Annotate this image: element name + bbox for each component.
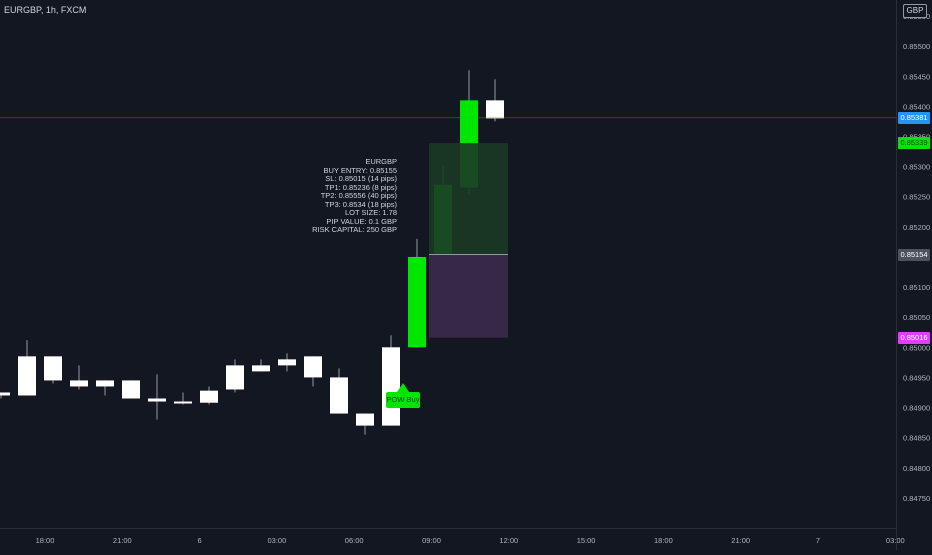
candle-body: [18, 356, 36, 396]
price-tick-label: 0.85250: [903, 193, 930, 202]
time-tick-label: 09:00: [422, 536, 441, 545]
candle-body: [252, 365, 270, 372]
symbol-title: EURGBP, 1h, FXCM: [4, 5, 87, 15]
price-tick-label: 0.84750: [903, 494, 930, 503]
candle-body: [96, 380, 114, 387]
candle-body: [174, 401, 192, 404]
candle-body: [122, 380, 140, 399]
info-line: TP3: 0.8534 (18 pips): [324, 199, 397, 209]
price-tick-label: 0.84850: [903, 434, 930, 443]
candle-body: [70, 380, 88, 387]
signal-label[interactable]: POW Buy: [386, 392, 420, 408]
time-tick-label: 03:00: [268, 536, 287, 545]
time-tick-label: 6: [198, 536, 202, 545]
signal-arrow-icon: [397, 383, 409, 392]
candle-body: [200, 390, 218, 403]
time-tick-label: 18:00: [36, 536, 55, 545]
info-line: SL: 0.85015 (14 pips): [325, 174, 397, 183]
time-tick-label: 03:00: [886, 536, 905, 545]
info-line: PIP VALUE: 0.1 GBP: [326, 216, 397, 226]
candle-body: [0, 392, 10, 396]
price-tick-label: 0.85450: [903, 72, 930, 81]
candle-body: [486, 100, 504, 119]
candle-body: [356, 413, 374, 426]
candle-body: [278, 359, 296, 366]
entry-price-label: 0.85154: [898, 248, 930, 261]
info-line: LOT SIZE: 1.78: [345, 208, 397, 217]
time-tick-label: 06:00: [345, 536, 364, 545]
candle-body: [408, 256, 426, 348]
time-tick-label: 21:00: [731, 536, 750, 545]
profit-zone: [429, 143, 508, 255]
price-tick-label: 0.85300: [903, 163, 930, 172]
take-profit-price-label: 0.85339: [898, 137, 930, 150]
time-axis[interactable]: [0, 528, 896, 551]
price-tick-label: 0.84800: [903, 464, 930, 473]
candle-body: [304, 356, 322, 378]
time-tick-label: 12:00: [499, 536, 518, 545]
price-tick-label: 0.85100: [903, 283, 930, 292]
price-tick-label: 0.84950: [903, 373, 930, 382]
loss-zone: [429, 254, 508, 338]
price-tick-label: 0.85200: [903, 223, 930, 232]
time-tick-label: 7: [816, 536, 820, 545]
price-tick-label: 0.85000: [903, 343, 930, 352]
current-price-label: 0.85381: [898, 111, 930, 124]
candle-body: [148, 398, 166, 402]
price-tick-label: 0.85500: [903, 42, 930, 51]
info-line: RISK CAPITAL: 250 GBP: [312, 225, 397, 234]
trade-info-annotation: EURGBP BUY ENTRY: 0.85155 SL: 0.85015 (1…: [300, 157, 397, 235]
candle-body: [44, 356, 62, 381]
info-line: TP2: 0.85556 (40 pips): [320, 191, 397, 200]
price-tick-label: 0.85050: [903, 313, 930, 322]
time-tick-label: 21:00: [113, 536, 132, 545]
stop-loss-price-label: 0.85016: [898, 331, 930, 344]
time-tick-label: 15:00: [577, 536, 596, 545]
info-line: TP1: 0.85236 (8 pips): [324, 182, 397, 192]
currency-button[interactable]: GBP: [903, 4, 927, 18]
candle-body: [330, 377, 348, 414]
price-axis[interactable]: [896, 0, 932, 550]
time-tick-label: 18:00: [654, 536, 673, 545]
candle-body: [226, 365, 244, 390]
price-tick-label: 0.84900: [903, 404, 930, 413]
price-tick-label: 0.85400: [903, 102, 930, 111]
info-line: BUY ENTRY: 0.85155: [323, 165, 397, 175]
info-line: EURGBP: [365, 157, 397, 166]
price-tick-label: 0.85350: [903, 132, 930, 141]
